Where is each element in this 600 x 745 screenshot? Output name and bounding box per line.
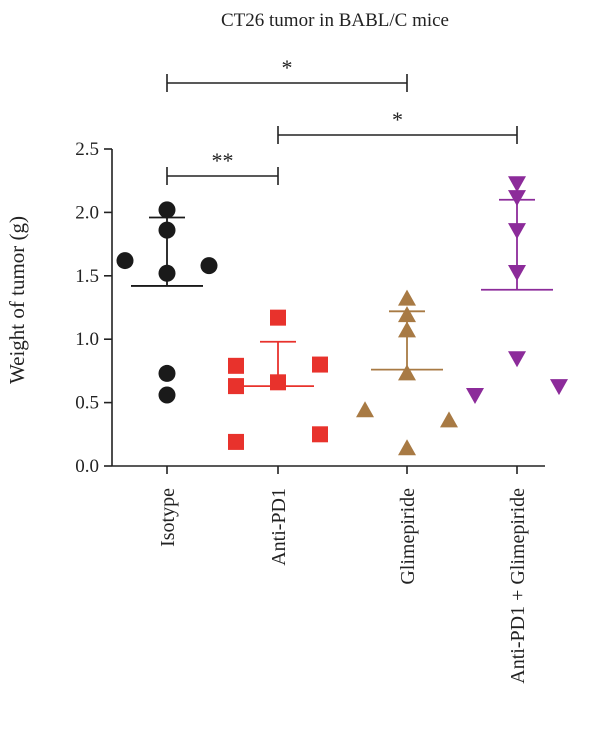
data-point [200, 257, 218, 275]
y-tick-label: 2.5 [75, 139, 99, 160]
significance-label: * [282, 55, 293, 80]
group-anti-pd1-glimepiride [466, 176, 568, 404]
data-point [158, 364, 176, 382]
data-point [312, 356, 328, 373]
data-point [508, 176, 526, 193]
y-tick-label: 0.0 [75, 456, 99, 477]
data-point [508, 223, 526, 240]
data-point [228, 378, 244, 395]
data-point [158, 386, 176, 404]
significance-brackets: **** [166, 55, 518, 185]
data-point [440, 411, 458, 428]
data-point [508, 264, 526, 281]
data-point [270, 374, 286, 391]
bracket-line [166, 74, 408, 92]
y-tick-label: 2.0 [75, 202, 99, 223]
significance-bracket: ** [166, 148, 279, 185]
significance-label: ** [212, 148, 234, 173]
data-point [466, 387, 484, 404]
data-point [228, 357, 244, 374]
y-axis-label: Weight of tumor (g) [5, 216, 29, 384]
data-point [398, 321, 416, 338]
y-tick-label: 1.5 [75, 266, 99, 287]
data-point [398, 289, 416, 306]
data-point [116, 252, 134, 270]
bracket-line [277, 126, 518, 144]
significance-label: * [392, 107, 403, 132]
group-glimepiride [356, 289, 458, 456]
data-point [158, 201, 176, 219]
chart-title: CT26 tumor in BABL/C mice [221, 10, 449, 31]
x-tick-label: Anti-PD1 [268, 488, 290, 566]
significance-bracket: * [277, 107, 518, 144]
data-point [228, 433, 244, 450]
data-point [312, 426, 328, 443]
axes [111, 149, 545, 467]
x-axis-ticks: Isotype Anti-PD1 Glimepiride Anti-PD1 + Gli… [157, 466, 529, 684]
x-tick-label: Anti-PD1 + Glimepiride [507, 488, 529, 684]
data-point [158, 264, 176, 282]
significance-bracket: * [166, 55, 408, 92]
data-point [398, 364, 416, 381]
group-isotype [116, 201, 218, 404]
data-point [508, 190, 526, 207]
y-axis-ticks: 0.0 0.5 1.0 1.5 2.0 2.5 [75, 139, 112, 477]
data-point [356, 401, 374, 418]
data-point [270, 309, 286, 326]
data-point [398, 306, 416, 323]
data-groups [116, 176, 568, 456]
data-point [158, 221, 176, 239]
data-point [508, 351, 526, 368]
group-anti-pd1 [228, 309, 328, 450]
y-tick-label: 1.0 [75, 329, 99, 350]
data-point [550, 379, 568, 396]
y-tick-label: 0.5 [75, 393, 99, 414]
x-tick-label: Isotype [157, 488, 179, 547]
bracket-line [166, 167, 279, 185]
x-tick-label: Glimepiride [397, 488, 419, 585]
data-point [398, 439, 416, 456]
